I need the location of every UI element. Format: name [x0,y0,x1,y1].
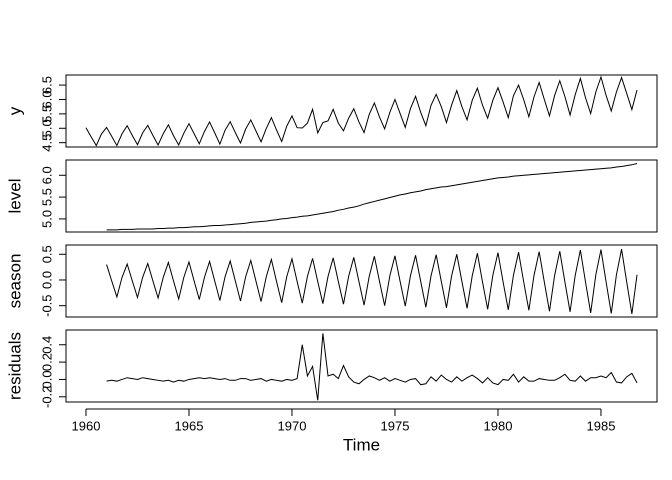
x-tick-label: 1970 [278,418,307,433]
y-tick-label: 0.5 [39,245,54,263]
panel-frame [65,244,658,318]
y-tick-label: 0.4 [39,336,54,354]
y-tick-label: 5.5 [39,105,54,123]
y-tick-label: 0.2 [39,353,54,371]
panel-frame [65,159,658,233]
x-tick-label: 1985 [587,418,616,433]
y-axis-label: y [5,106,24,115]
series-line [85,75,638,147]
series-line [106,333,638,401]
y-tick-label: 5.0 [39,210,54,228]
panel-frame [65,329,658,403]
y-tick-label: 0.0 [39,370,54,388]
y-axis-label: level [5,179,24,214]
x-tick-label: 1960 [72,418,101,433]
x-tick-label: 1975 [381,418,410,433]
y-tick-label: 5.0 [39,119,54,137]
x-tick-label: 1980 [484,418,513,433]
y-tick-label: 5.5 [39,188,54,206]
y-tick-label: 4.5 [39,134,54,152]
panel-frame [65,74,658,148]
y-tick-label: 6.0 [39,166,54,184]
x-axis-label: Time [343,435,380,454]
y-tick-label: 0.0 [39,271,54,289]
series-line [106,249,638,314]
y-tick-label: 6.5 [39,76,54,94]
y-tick-label: -0.2 [39,386,54,408]
y-tick-label: 6.0 [39,90,54,108]
y-axis-label: season [5,254,24,309]
y-axis-label: residuals [5,332,24,400]
x-tick-label: 1965 [175,418,204,433]
y-tick-label: -0.5 [39,294,54,316]
series-line [106,163,638,231]
